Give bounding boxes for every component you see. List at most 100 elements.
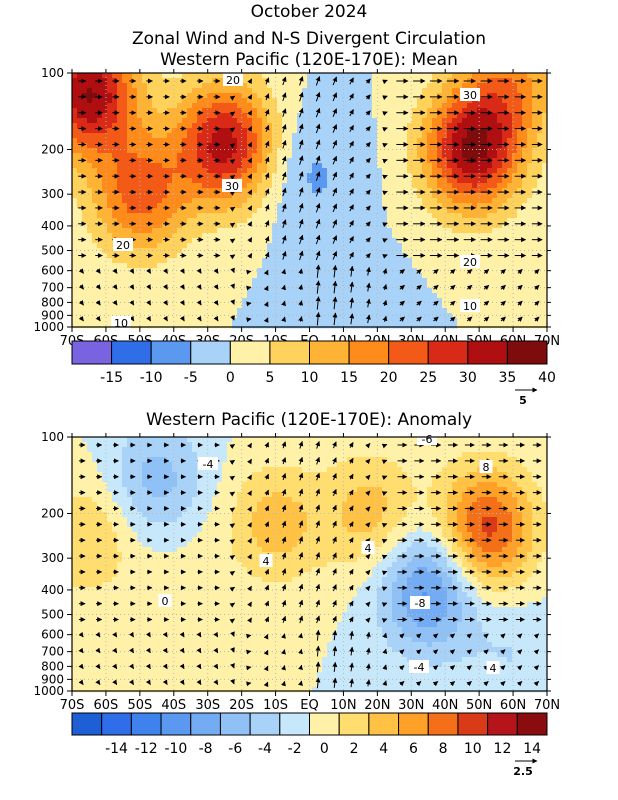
wind-vector	[281, 584, 287, 592]
wind-vector	[95, 663, 101, 670]
wind-vector	[349, 662, 355, 672]
wind-vector	[365, 126, 371, 132]
wind-vector	[315, 488, 321, 497]
wind-vector	[146, 299, 152, 306]
wind-vector	[247, 442, 252, 449]
wind-vector	[298, 250, 304, 261]
wind-vector	[534, 316, 540, 322]
contour-label-box	[223, 73, 243, 86]
wind-vector	[112, 268, 118, 274]
wind-vector	[213, 315, 219, 322]
y-tick-label: 1000	[33, 684, 64, 698]
colorbar-box	[388, 340, 429, 365]
contour-label-box	[113, 238, 133, 251]
x-tick-label: 60S	[94, 698, 119, 713]
y-tick-label: 700	[41, 645, 64, 659]
wind-vector	[298, 472, 304, 481]
wind-vector	[433, 284, 439, 291]
y-tick-label: 600	[41, 264, 64, 278]
wind-vector	[382, 299, 388, 307]
contour-label-box	[198, 457, 218, 470]
wind-vector	[365, 78, 371, 84]
contour-label-box	[259, 554, 273, 567]
wind-vector	[281, 108, 287, 117]
wind-vector	[179, 268, 185, 274]
wind-vector	[415, 681, 422, 687]
wind-vector	[348, 441, 354, 448]
contour-label-box	[111, 316, 131, 329]
wind-vector	[315, 661, 321, 673]
wind-vector	[365, 173, 371, 180]
colorbar-box	[71, 712, 103, 736]
wind-vector	[264, 77, 270, 85]
wind-vector	[381, 443, 388, 449]
wind-vector	[230, 631, 235, 637]
wind-vector	[230, 647, 235, 653]
wind-vector	[332, 124, 338, 133]
wind-vector	[281, 300, 286, 307]
wind-vector	[247, 94, 253, 100]
wind-vector	[298, 648, 303, 655]
wind-vector	[264, 473, 270, 480]
wind-vector	[298, 123, 304, 134]
wind-vector	[500, 269, 506, 275]
colorbar-box	[229, 340, 271, 365]
wind-vector	[146, 315, 152, 322]
colorbar-box	[219, 712, 251, 736]
wind-vector	[381, 475, 388, 481]
wind-vector	[78, 268, 84, 274]
wind-vector	[229, 555, 236, 561]
wind-vector	[533, 633, 540, 639]
wind-vector	[517, 284, 523, 291]
wind-vector	[332, 630, 338, 641]
wind-vector	[533, 649, 540, 655]
colorbar-label: 30	[459, 370, 477, 386]
wind-vector	[332, 280, 338, 294]
wind-vector	[281, 552, 287, 560]
wind-vector	[450, 284, 456, 291]
wind-vector	[298, 599, 304, 608]
wind-vector	[365, 522, 371, 528]
wind-vector	[298, 268, 304, 274]
wind-vector	[365, 189, 371, 195]
wind-vector	[247, 553, 252, 560]
wind-vector	[381, 538, 388, 544]
wind-vector	[247, 78, 253, 85]
wind-vector	[229, 222, 236, 228]
wind-vector	[365, 94, 371, 100]
wind-vector	[332, 677, 338, 688]
wind-vector	[433, 269, 439, 275]
wind-vector	[349, 140, 354, 148]
wind-vector	[298, 316, 304, 322]
wind-vector	[281, 665, 286, 671]
x-tick-label: 40S	[161, 698, 186, 713]
wind-vector	[229, 95, 236, 101]
wind-vector	[263, 301, 269, 308]
wind-vector	[449, 681, 456, 687]
wind-vector	[247, 221, 253, 227]
wind-vector	[382, 315, 388, 322]
bottom-chart-title: Western Pacific (120E-170E): Anomaly	[145, 410, 473, 430]
wind-vector	[348, 584, 354, 591]
wind-vector	[315, 536, 321, 544]
contour-label: 20	[116, 239, 130, 252]
wind-vector	[449, 633, 456, 639]
wind-vector	[534, 284, 540, 291]
wind-vector	[298, 632, 303, 639]
colorbar-label: 10	[301, 370, 319, 386]
wind-vector	[247, 237, 253, 243]
wind-vector	[264, 109, 270, 117]
wind-vector	[298, 456, 304, 465]
wind-vector	[281, 203, 287, 213]
wind-vector	[78, 663, 84, 670]
wind-vector	[365, 490, 371, 496]
colorbar-label: -6	[228, 741, 242, 757]
wind-vector	[365, 679, 371, 687]
x-tick-label: 60N	[500, 698, 526, 713]
wind-vector	[415, 633, 422, 639]
wind-vector	[349, 678, 355, 688]
wind-vector	[281, 219, 287, 228]
colorbar-label: 0	[226, 370, 235, 386]
wind-vector	[298, 504, 304, 513]
x-tick-label: 10S	[263, 698, 288, 713]
